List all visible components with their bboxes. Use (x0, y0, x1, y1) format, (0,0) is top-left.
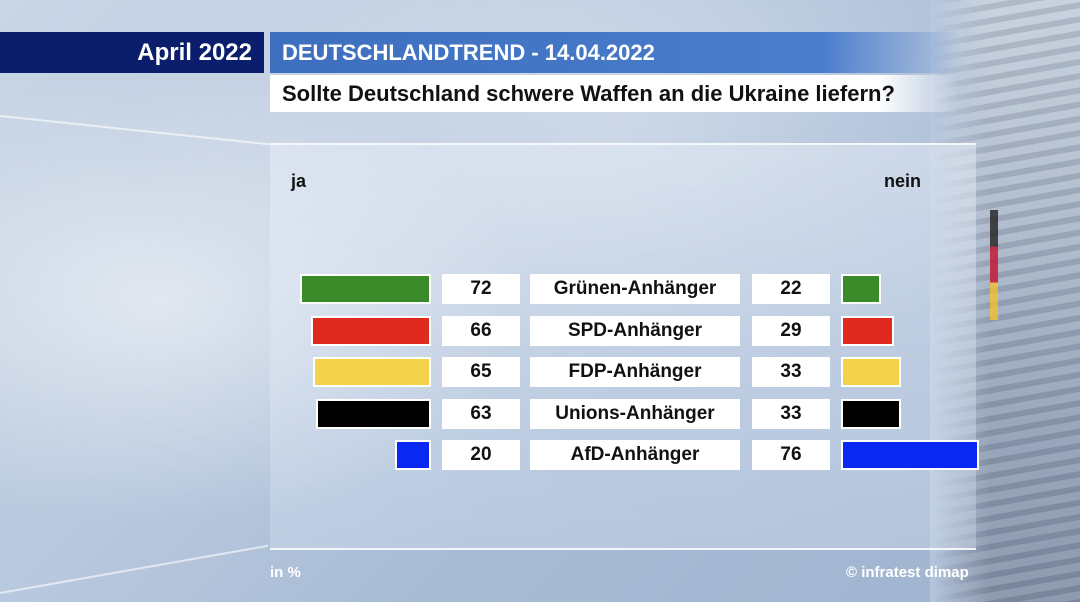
category-label: SPD-Anhänger (530, 316, 740, 346)
series-title: DEUTSCHLANDTREND - 14.04.2022 (270, 32, 960, 73)
flag-image (990, 210, 998, 320)
category-label: Grünen-Anhänger (530, 274, 740, 304)
nein-value-label: 76 (752, 440, 830, 470)
chart-panel (270, 143, 976, 550)
category-label: FDP-Anhänger (530, 357, 740, 387)
nein-value-label: 33 (752, 357, 830, 387)
ja-value-label: 66 (442, 316, 520, 346)
ja-value-label: 72 (442, 274, 520, 304)
category-label: Unions-Anhänger (530, 399, 740, 429)
nein-column-label: nein (884, 171, 922, 191)
ja-column-label: ja (291, 171, 307, 191)
ja-bar (316, 399, 431, 429)
nein-value-label: 22 (752, 274, 830, 304)
ja-bar (311, 316, 431, 346)
ja-bar (313, 357, 431, 387)
ja-value-label: 63 (442, 399, 520, 429)
nein-bar (841, 274, 881, 304)
unit-note: in % (270, 564, 301, 581)
ja-value-label: 20 (442, 440, 520, 470)
ja-bar (300, 274, 431, 304)
nein-value-label: 33 (752, 399, 830, 429)
source-credit: © infratest dimap (846, 564, 969, 581)
nein-bar (841, 399, 901, 429)
category-label: AfD-Anhänger (530, 440, 740, 470)
nein-value-label: 29 (752, 316, 830, 346)
nein-bar (841, 316, 894, 346)
nein-bar (841, 357, 901, 387)
ja-value-label: 65 (442, 357, 520, 387)
nein-bar (841, 440, 979, 470)
question-title: Sollte Deutschland schwere Waffen an die… (270, 75, 960, 112)
ja-bar (395, 440, 431, 470)
date-label: April 2022 (0, 32, 264, 73)
